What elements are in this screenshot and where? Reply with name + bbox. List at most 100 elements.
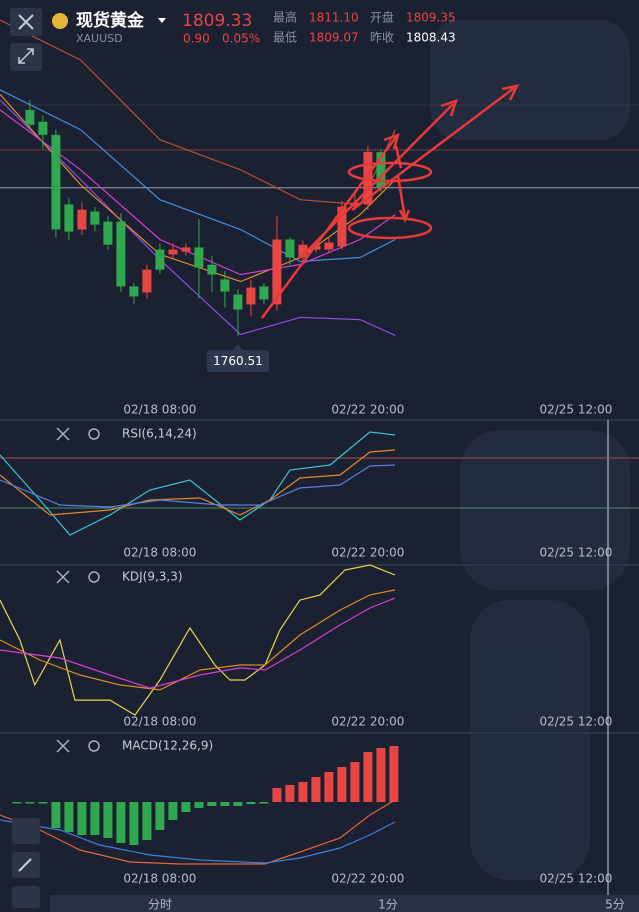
change: 0.90 <box>183 32 210 46</box>
panel-label: MACD(12,26,9) <box>122 739 213 753</box>
macd-bar <box>64 802 74 832</box>
tab-bar <box>50 895 639 912</box>
macd-bar <box>194 802 204 808</box>
macd-bar <box>311 777 321 802</box>
macd-bar <box>363 752 373 802</box>
indicator-line <box>0 89 396 263</box>
indicator-line <box>0 93 396 283</box>
candle-body <box>64 204 74 232</box>
candle-body <box>90 211 100 225</box>
low-label: 1760.51 <box>213 354 263 368</box>
panel-close-icon <box>56 570 70 584</box>
macd-bar <box>38 802 48 804</box>
candle-body <box>155 249 165 270</box>
macd-bar <box>285 785 295 802</box>
instrument-name[interactable]: 现货黄金 <box>76 10 145 31</box>
close-icon <box>18 14 34 30</box>
x-tick-label: 02/18 08:00 <box>123 546 196 560</box>
candle-body <box>207 264 217 275</box>
macd-bar <box>51 802 61 828</box>
candle-body <box>116 221 126 287</box>
candle-body <box>77 209 87 230</box>
macd-bar <box>298 782 308 802</box>
x-tick-label: 02/25 12:00 <box>539 872 612 886</box>
macd-bar <box>90 802 100 835</box>
macd-bar <box>207 802 217 806</box>
candle-body <box>363 151 373 205</box>
indicator-line <box>0 431 396 536</box>
macd-bar <box>324 772 334 802</box>
macd-bar <box>389 746 399 802</box>
macd-bar <box>272 788 282 802</box>
candle-body <box>168 249 178 255</box>
macd-bar <box>155 802 165 830</box>
candle-body <box>376 152 386 188</box>
low-pointer <box>232 344 243 351</box>
stat-label: 最高 <box>273 10 297 25</box>
symbol: XAUUSD <box>76 32 123 45</box>
dropdown-arrow[interactable] <box>158 18 166 23</box>
expand-icon <box>18 48 34 64</box>
pen-icon <box>18 858 32 872</box>
indicator-line <box>0 597 396 689</box>
candle-body <box>181 247 191 252</box>
tab[interactable]: 1分 <box>378 898 398 912</box>
macd-bar <box>246 802 256 804</box>
candle-body <box>350 202 360 207</box>
candle-body <box>272 239 282 305</box>
indicator-line <box>0 564 396 716</box>
indicator-line <box>0 99 396 336</box>
candle-body <box>246 287 256 305</box>
x-tick-label: 02/22 20:00 <box>331 403 404 417</box>
macd-bar <box>116 802 126 843</box>
candle-body <box>220 279 230 292</box>
x-tick-label: 02/18 08:00 <box>123 715 196 729</box>
candle-body <box>259 286 269 300</box>
stat-label: 最低 <box>273 31 297 45</box>
macd-bar <box>220 802 230 806</box>
macd-bar <box>25 802 35 804</box>
macd-bar <box>376 748 386 802</box>
stat-value: 1809.35 <box>406 11 456 25</box>
panel-label: RSI(6,14,24) <box>122 427 197 441</box>
panel-settings-icon <box>88 428 100 440</box>
x-tick-label: 02/22 20:00 <box>331 715 404 729</box>
candle-body <box>142 269 152 293</box>
stat-label: 开盘 <box>370 10 394 25</box>
indicator-line <box>0 589 396 691</box>
tool-button[interactable] <box>12 886 40 908</box>
candle-body <box>324 242 334 250</box>
macd-bar <box>337 767 347 802</box>
price: 1809.33 <box>182 11 252 31</box>
tab[interactable]: 分时 <box>148 898 172 912</box>
candle-body <box>337 206 347 247</box>
annotations <box>260 84 520 319</box>
x-tick-label: 02/25 12:00 <box>539 546 612 560</box>
panel-close-icon <box>56 739 70 753</box>
candle-body <box>194 247 204 268</box>
candle-body <box>285 239 295 258</box>
x-tick-label: 02/25 12:00 <box>539 403 612 417</box>
macd-bar <box>142 802 152 840</box>
candle-body <box>298 244 308 258</box>
macd-bar <box>259 802 269 804</box>
macd-bar <box>103 802 113 838</box>
x-tick-label: 02/22 20:00 <box>331 546 404 560</box>
x-tick-label: 02/22 20:00 <box>331 872 404 886</box>
indicator-line <box>0 449 396 516</box>
panel-label: KDJ(9,3,3) <box>122 570 183 584</box>
indicator-line <box>0 464 396 508</box>
indicator-line <box>0 799 396 865</box>
candle-body <box>51 134 61 230</box>
tab[interactable]: 5分 <box>605 898 625 912</box>
candle-body <box>38 121 48 135</box>
tool-button[interactable] <box>12 818 40 844</box>
macd-bar <box>350 762 360 802</box>
macd-bar <box>181 802 191 812</box>
change-pct: 0.05% <box>222 32 260 46</box>
stat-value: 1809.07 <box>309 31 359 45</box>
macd-bar <box>233 802 243 806</box>
macd-bar <box>77 802 87 835</box>
panel-close-icon <box>56 427 70 441</box>
